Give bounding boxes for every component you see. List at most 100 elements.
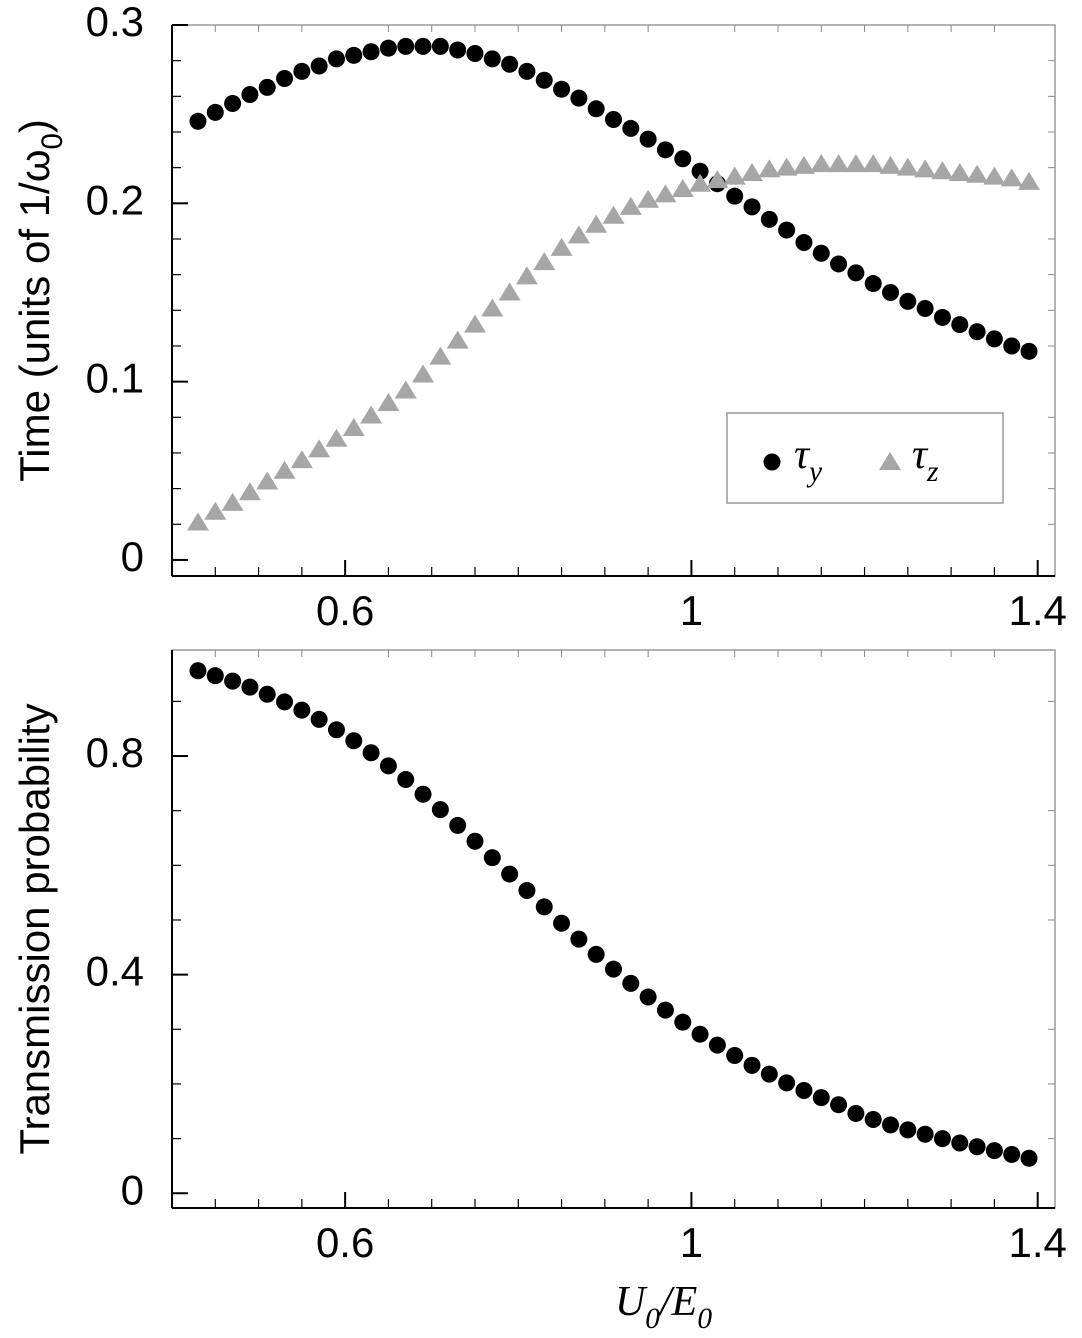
y-tick-label: 0.3 bbox=[86, 0, 144, 45]
data-point bbox=[933, 308, 951, 326]
data-point bbox=[882, 1116, 900, 1134]
data-point bbox=[518, 62, 536, 80]
data-point bbox=[933, 1130, 951, 1148]
data-point bbox=[812, 244, 830, 262]
data-point bbox=[1020, 1149, 1038, 1167]
data-point bbox=[585, 214, 608, 233]
legend-marker bbox=[879, 452, 901, 470]
data-point bbox=[914, 159, 937, 178]
y-tick-label: 0.2 bbox=[86, 176, 144, 223]
data-point bbox=[830, 1096, 848, 1114]
data-point bbox=[882, 283, 900, 301]
data-point bbox=[847, 264, 865, 282]
data-point bbox=[293, 701, 311, 719]
data-point bbox=[1018, 171, 1041, 190]
data-point bbox=[276, 693, 294, 711]
data-point bbox=[639, 988, 657, 1006]
data-point bbox=[864, 1110, 882, 1128]
data-point bbox=[224, 672, 242, 690]
data-point bbox=[619, 196, 642, 215]
data-point bbox=[916, 1125, 934, 1143]
data-point bbox=[446, 330, 469, 349]
data-point bbox=[637, 189, 660, 208]
data-point bbox=[258, 685, 276, 703]
data-point bbox=[221, 492, 244, 511]
legend-label: τz bbox=[912, 432, 939, 488]
x-tick-label: 1.4 bbox=[1008, 587, 1066, 634]
data-point bbox=[758, 159, 781, 178]
data-point bbox=[1003, 1145, 1021, 1163]
data-point bbox=[449, 816, 467, 834]
data-point bbox=[570, 930, 588, 948]
data-point bbox=[224, 94, 242, 112]
data-point bbox=[726, 1047, 744, 1065]
data-point bbox=[862, 154, 885, 173]
data-point bbox=[639, 130, 657, 148]
data-point bbox=[760, 1065, 778, 1083]
x-tick-label: 1 bbox=[680, 587, 703, 634]
data-point bbox=[622, 974, 640, 992]
data-point bbox=[550, 237, 573, 256]
data-point bbox=[553, 80, 571, 98]
x-axis-label: U0/E0 bbox=[615, 1279, 712, 1335]
data-point bbox=[812, 1089, 830, 1107]
data-point bbox=[481, 298, 504, 317]
y-tick-label: 0.1 bbox=[86, 355, 144, 402]
data-point bbox=[743, 198, 761, 216]
data-point bbox=[535, 71, 553, 89]
data-point bbox=[830, 255, 848, 273]
data-point bbox=[293, 62, 311, 80]
data-point bbox=[691, 1025, 709, 1043]
data-point bbox=[899, 1121, 917, 1139]
y-axis-label: Transmission probability bbox=[11, 703, 58, 1154]
data-point bbox=[431, 37, 449, 55]
data-point bbox=[360, 405, 383, 424]
data-point bbox=[466, 832, 484, 850]
data-point bbox=[985, 1142, 1003, 1160]
data-point bbox=[931, 161, 954, 180]
data-point bbox=[414, 37, 432, 55]
data-point bbox=[533, 252, 556, 271]
data-point bbox=[899, 292, 917, 310]
data-point bbox=[743, 1056, 761, 1074]
data-point bbox=[968, 1138, 986, 1156]
data-point bbox=[535, 898, 553, 916]
data-point bbox=[864, 275, 882, 293]
data-point bbox=[241, 678, 259, 696]
data-point bbox=[342, 417, 365, 436]
data-point bbox=[397, 37, 415, 55]
data-point bbox=[1000, 168, 1023, 187]
data-point bbox=[483, 50, 501, 68]
data-point bbox=[256, 471, 279, 490]
data-point bbox=[290, 450, 313, 469]
legend-label: τy bbox=[794, 432, 823, 488]
y-tick-label: 0.4 bbox=[86, 948, 144, 995]
data-point bbox=[948, 163, 971, 182]
legend-marker bbox=[763, 453, 781, 471]
data-point bbox=[466, 45, 484, 63]
data-point bbox=[204, 501, 227, 520]
data-point bbox=[567, 225, 590, 244]
data-point bbox=[674, 150, 692, 168]
data-point bbox=[553, 914, 571, 932]
data-point bbox=[258, 78, 276, 96]
y-axis-label: Time (units of 1/ω0) bbox=[11, 119, 69, 482]
x-tick-label: 1 bbox=[680, 1219, 703, 1266]
data-point bbox=[273, 460, 296, 479]
data-point bbox=[587, 100, 605, 118]
data-point bbox=[241, 86, 259, 104]
y-tick-label: 0.8 bbox=[86, 729, 144, 776]
data-point bbox=[377, 393, 400, 412]
data-point bbox=[515, 266, 538, 285]
data-point bbox=[827, 154, 850, 173]
data-point bbox=[778, 221, 796, 239]
data-point bbox=[429, 346, 452, 365]
data-point bbox=[498, 282, 521, 301]
data-point bbox=[656, 1001, 674, 1019]
data-point bbox=[726, 187, 744, 205]
data-point bbox=[189, 662, 207, 680]
data-point bbox=[394, 380, 417, 399]
x-tick-label: 0.6 bbox=[316, 587, 374, 634]
data-point bbox=[847, 1104, 865, 1122]
data-point bbox=[602, 205, 625, 224]
